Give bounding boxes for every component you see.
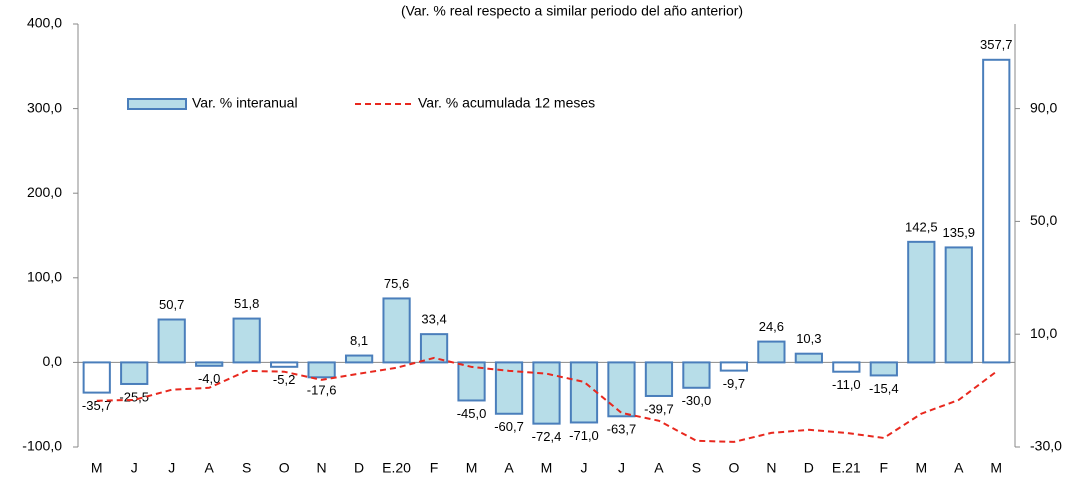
- x-tick-label: A: [654, 460, 664, 476]
- x-tick-label: F: [430, 460, 439, 476]
- value-label: 51,8: [234, 296, 259, 311]
- legend-label: Var. % acumulada 12 meses: [418, 95, 595, 111]
- bar: [232, 317, 261, 364]
- x-tick-label: M: [541, 460, 553, 476]
- bar: [832, 361, 861, 373]
- x-tick-label: J: [131, 460, 138, 476]
- value-label: -72,4: [532, 429, 562, 444]
- value-label: 75,6: [384, 276, 409, 291]
- bar: [682, 361, 711, 389]
- bar: [907, 240, 936, 364]
- value-label: -39,7: [644, 401, 674, 416]
- value-label: 142,5: [905, 219, 938, 234]
- bar: [719, 361, 749, 372]
- value-label: -9,7: [723, 376, 745, 391]
- bar: [607, 361, 636, 418]
- value-label: 50,7: [159, 297, 184, 312]
- x-tick-label: E.20: [382, 460, 411, 476]
- value-label: -4,0: [198, 371, 220, 386]
- x-tick-label: J: [168, 460, 175, 476]
- value-label: -25,5: [119, 389, 149, 404]
- value-label: 8,1: [350, 333, 368, 348]
- bar: [569, 361, 599, 424]
- value-label: -17,6: [307, 383, 337, 398]
- bar: [982, 58, 1011, 364]
- x-tick-label: M: [91, 460, 103, 476]
- x-tick-label: F: [880, 460, 889, 476]
- value-label: -60,7: [494, 419, 524, 434]
- value-label: -45,0: [457, 406, 487, 421]
- y2-tick-label: 50,0: [1030, 212, 1057, 228]
- x-tick-label: A: [954, 460, 964, 476]
- bar: [382, 297, 411, 364]
- value-label: -15,4: [869, 381, 899, 396]
- y-tick-label: 200,0: [27, 184, 62, 200]
- value-label: -5,2: [273, 372, 295, 387]
- x-tick-label: E.21: [832, 460, 861, 476]
- value-label: 33,4: [421, 312, 446, 327]
- x-tick-label: D: [804, 460, 814, 476]
- bar: [82, 361, 111, 394]
- value-label: -30,0: [682, 393, 712, 408]
- x-tick-label: S: [242, 460, 251, 476]
- value-label: 357,7: [980, 37, 1013, 52]
- bar: [644, 361, 674, 397]
- x-tick-label: D: [354, 460, 364, 476]
- bar: [869, 361, 898, 377]
- value-label: -35,7: [82, 398, 112, 413]
- legend-swatch: [127, 98, 187, 110]
- line: [96, 356, 997, 443]
- bar: [344, 354, 374, 364]
- y-tick-label: 100,0: [27, 269, 62, 285]
- bar: [307, 361, 336, 379]
- x-tick-label: N: [766, 460, 776, 476]
- value-label: 135,9: [943, 225, 976, 240]
- value-label: -11,0: [832, 377, 861, 392]
- value-label: 24,6: [759, 319, 784, 334]
- bar: [120, 361, 149, 385]
- y-tick-label: 300,0: [27, 99, 62, 115]
- y-tick-label: 400,0: [27, 15, 62, 31]
- x-tick-label: O: [728, 460, 739, 476]
- y-tick-label: 0,0: [43, 353, 63, 369]
- bar: [794, 352, 823, 364]
- bar: [270, 361, 299, 368]
- bar: [532, 361, 561, 425]
- y2-tick-label: -30,0: [1030, 438, 1062, 454]
- value-label: 10,3: [796, 331, 821, 346]
- x-tick-label: S: [692, 460, 701, 476]
- chart-title: (Var. % real respecto a similar periodo …: [401, 3, 743, 19]
- bar: [195, 361, 224, 367]
- x-tick-label: O: [279, 460, 290, 476]
- y-tick-label: -100,0: [22, 438, 62, 454]
- y2-tick-label: 10,0: [1030, 325, 1057, 341]
- x-tick-label: A: [205, 460, 215, 476]
- x-tick-label: J: [580, 460, 587, 476]
- bar: [944, 246, 973, 364]
- x-tick-label: N: [317, 460, 327, 476]
- bar: [157, 318, 186, 364]
- bar: [757, 340, 786, 364]
- legend-label: Var. % interanual: [192, 95, 298, 111]
- x-tick-label: M: [990, 460, 1002, 476]
- x-tick-label: M: [915, 460, 927, 476]
- x-tick-label: J: [618, 460, 625, 476]
- value-label: -71,0: [569, 428, 599, 443]
- value-label: -63,7: [607, 422, 637, 437]
- x-tick-label: M: [466, 460, 478, 476]
- x-tick-label: A: [504, 460, 514, 476]
- y2-tick-label: 90,0: [1030, 99, 1057, 115]
